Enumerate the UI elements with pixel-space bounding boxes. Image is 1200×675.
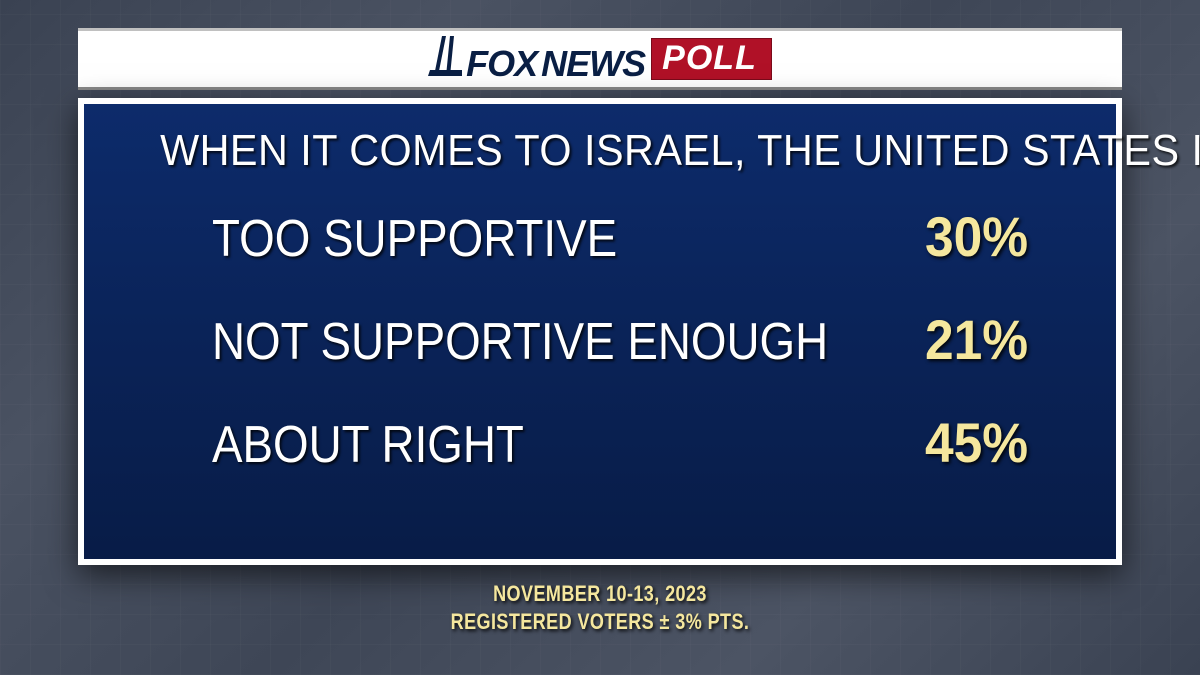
- row-value: 30%: [925, 204, 1028, 269]
- row-label: NOT SUPPORTIVE ENOUGH: [212, 312, 828, 372]
- footer-date: NOVEMBER 10-13, 2023: [108, 580, 1092, 608]
- row-label: ABOUT RIGHT: [212, 415, 524, 475]
- footer: NOVEMBER 10-13, 2023 REGISTERED VOTERS ±…: [0, 580, 1200, 635]
- poll-title: WHEN IT COMES TO ISRAEL, THE UNITED STAT…: [160, 128, 1040, 174]
- row-label: TOO SUPPORTIVE: [212, 209, 617, 269]
- brand-fox: FOX: [466, 46, 537, 82]
- fox-news-logo: FOX NEWS: [428, 36, 645, 82]
- row-value: 21%: [925, 307, 1028, 372]
- poll-panel: WHEN IT COMES TO ISRAEL, THE UNITED STAT…: [78, 98, 1122, 565]
- row-value: 45%: [925, 410, 1028, 475]
- logo-wrap: FOX NEWS POLL: [428, 36, 772, 82]
- brand-news: NEWS: [541, 46, 645, 82]
- poll-row: ABOUT RIGHT 45%: [212, 410, 1028, 475]
- poll-row: NOT SUPPORTIVE ENOUGH 21%: [212, 307, 1028, 372]
- header-bar: FOX NEWS POLL: [78, 28, 1122, 90]
- poll-badge: POLL: [651, 38, 772, 80]
- poll-rows: TOO SUPPORTIVE 30% NOT SUPPORTIVE ENOUGH…: [132, 204, 1068, 475]
- searchlight-icon: [428, 36, 462, 76]
- poll-row: TOO SUPPORTIVE 30%: [212, 204, 1028, 269]
- footer-method: REGISTERED VOTERS ± 3% PTS.: [108, 608, 1092, 636]
